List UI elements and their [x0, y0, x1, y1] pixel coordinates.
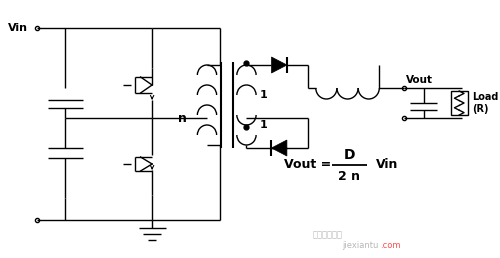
- Text: Vin: Vin: [8, 23, 28, 33]
- Text: Load
(R): Load (R): [472, 92, 498, 114]
- Text: 1: 1: [260, 90, 268, 100]
- Polygon shape: [272, 140, 287, 156]
- Text: 1: 1: [260, 120, 268, 130]
- Bar: [450, 91, 468, 115]
- Text: Vin: Vin: [376, 158, 399, 172]
- Polygon shape: [272, 57, 287, 73]
- Text: 便据线图力库: 便据线图力库: [312, 230, 342, 239]
- Text: .com: .com: [380, 241, 401, 251]
- Text: D: D: [344, 148, 355, 162]
- Text: Vout =: Vout =: [284, 158, 332, 172]
- Text: jiexiantu: jiexiantu: [342, 241, 378, 251]
- Text: n: n: [178, 111, 188, 125]
- Text: 2 n: 2 n: [338, 170, 360, 182]
- Text: Vout: Vout: [406, 75, 434, 85]
